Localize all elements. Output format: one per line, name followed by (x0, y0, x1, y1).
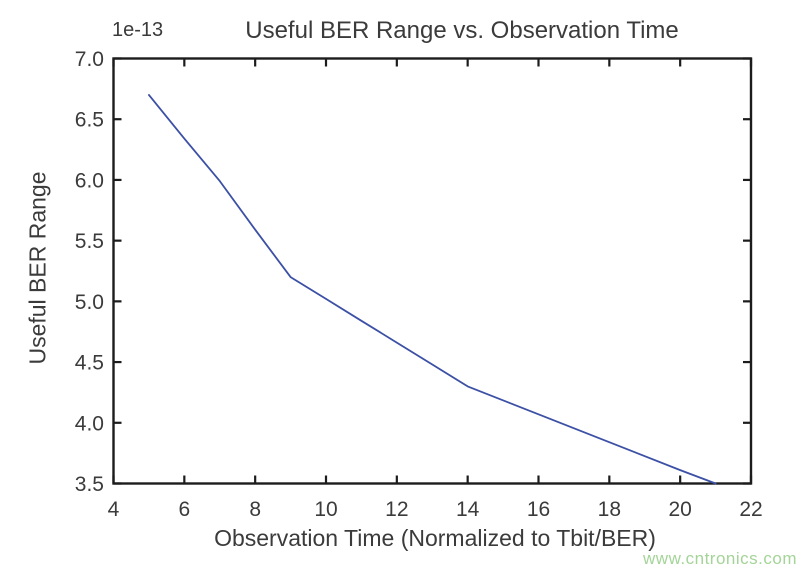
x-tick-label: 16 (527, 498, 550, 521)
x-tick-label: 18 (598, 498, 621, 521)
x-tick-label: 10 (314, 498, 337, 521)
y-tick-label: 4.5 (75, 352, 104, 375)
x-tick-label: 8 (249, 498, 261, 521)
x-tick-label: 14 (456, 498, 480, 521)
chart-title: Useful BER Range vs. Observation Time (245, 17, 679, 44)
x-tick-label: 12 (385, 498, 408, 521)
y-tick-label: 5.0 (75, 291, 104, 314)
ber-range-line (147, 94, 717, 485)
y-tick-label: 7.0 (75, 48, 104, 71)
x-tick-label: 20 (668, 498, 691, 521)
x-tick-label: 4 (108, 498, 120, 521)
x-axis-label: Observation Time (Normalized to Tbit/BER… (214, 525, 656, 551)
y-tick-label: 6.5 (75, 109, 104, 132)
x-tick-label: 22 (739, 498, 762, 521)
y-tick-label: 5.5 (75, 230, 104, 253)
watermark: www.cntronics.com (643, 549, 797, 568)
y-tick-label: 4.0 (75, 412, 104, 435)
y-tick-label: 3.5 (75, 473, 104, 496)
x-tick-label: 6 (178, 498, 190, 521)
axes-frame (112, 57, 753, 485)
y-axis-offset-label: 1e-13 (112, 19, 164, 41)
y-tick-label: 6.0 (75, 169, 104, 192)
